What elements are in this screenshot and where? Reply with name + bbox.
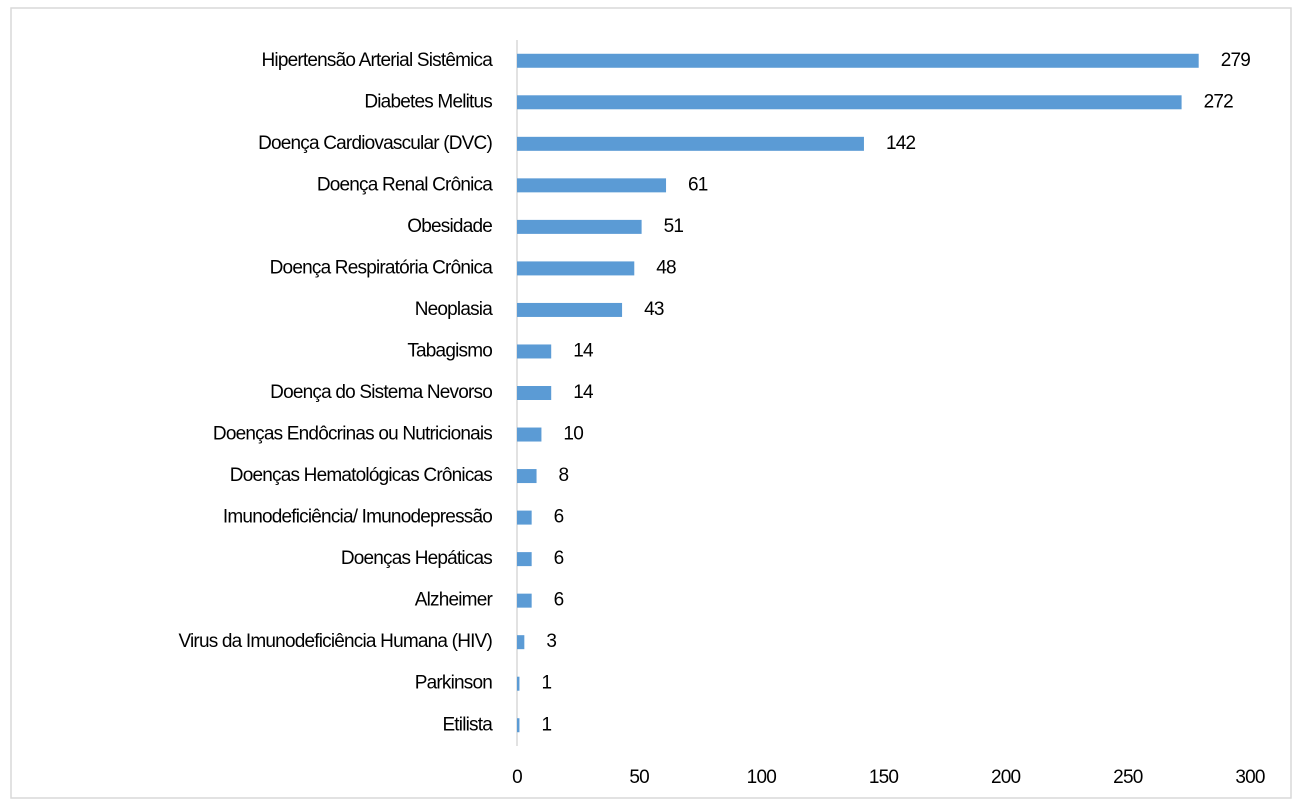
- bar: [517, 469, 537, 484]
- y-tick-label: Obesidade: [407, 216, 492, 237]
- y-tick-label: Parkinson: [415, 673, 493, 694]
- data-label: 1: [541, 714, 551, 735]
- bar: [517, 261, 635, 276]
- y-tick-label: Doenças Hepáticas: [341, 548, 492, 569]
- data-label: 48: [656, 257, 676, 278]
- data-label: 6: [554, 548, 564, 569]
- y-tick-label: Doenças Hematológicas Crônicas: [230, 465, 492, 486]
- y-tick-label: Doença Cardiovascular (DVC): [258, 133, 492, 154]
- bar: [517, 178, 667, 193]
- x-tick-label: 300: [1235, 767, 1265, 788]
- y-tick-label: Diabetes Melitus: [364, 91, 492, 112]
- data-label: 14: [573, 382, 594, 403]
- data-label: 279: [1221, 50, 1251, 71]
- data-label: 1: [541, 673, 551, 694]
- bar: [517, 53, 1199, 68]
- x-tick-label: 50: [629, 767, 649, 788]
- x-tick-label: 200: [991, 767, 1021, 788]
- bar: [517, 427, 542, 442]
- data-label: 6: [554, 590, 564, 611]
- bar: [517, 676, 520, 691]
- data-label: 3: [546, 631, 556, 652]
- y-tick-label: Imunodeficiência/ Imunodepressão: [223, 507, 492, 528]
- y-tick-label: Doença Renal Crônica: [317, 174, 493, 195]
- data-label: 10: [563, 424, 583, 445]
- chart-frame: [10, 7, 1292, 799]
- y-tick-label: Etilista: [442, 714, 493, 735]
- bar: [517, 219, 642, 234]
- x-tick-label: 0: [512, 767, 522, 788]
- y-tick-label: Doença do Sistema Nevorso: [270, 382, 492, 403]
- data-label: 14: [573, 340, 594, 361]
- bar: [517, 95, 1182, 110]
- y-tick-label: Neoplasia: [415, 299, 494, 320]
- bar: [517, 344, 552, 359]
- bar: [517, 510, 532, 525]
- data-label: 8: [559, 465, 569, 486]
- x-tick-label: 150: [869, 767, 899, 788]
- bar: [517, 552, 532, 567]
- data-label: 272: [1204, 91, 1234, 112]
- x-tick-label: 250: [1113, 767, 1143, 788]
- bar: [517, 635, 525, 650]
- data-label: 6: [554, 507, 564, 528]
- y-tick-label: Tabagismo: [407, 340, 492, 361]
- y-tick-label: Virus da Imunodeficiência Humana (HIV): [178, 631, 492, 652]
- y-tick-label: Doença Respiratória Crônica: [270, 257, 494, 278]
- bar: [517, 386, 552, 400]
- y-tick-label: Alzheimer: [415, 590, 494, 611]
- bar: [517, 136, 864, 151]
- x-tick-label: 100: [747, 767, 777, 788]
- y-tick-label: Doenças Endôcrinas ou Nutricionais: [213, 424, 492, 445]
- data-label: 51: [664, 216, 684, 237]
- y-tick-label: Hipertensão Arterial Sistêmica: [262, 50, 494, 71]
- data-label: 43: [644, 299, 664, 320]
- bar: [517, 302, 623, 317]
- bar: [517, 718, 520, 733]
- data-label: 61: [688, 174, 708, 195]
- data-label: 142: [886, 133, 916, 154]
- bar: [517, 593, 532, 608]
